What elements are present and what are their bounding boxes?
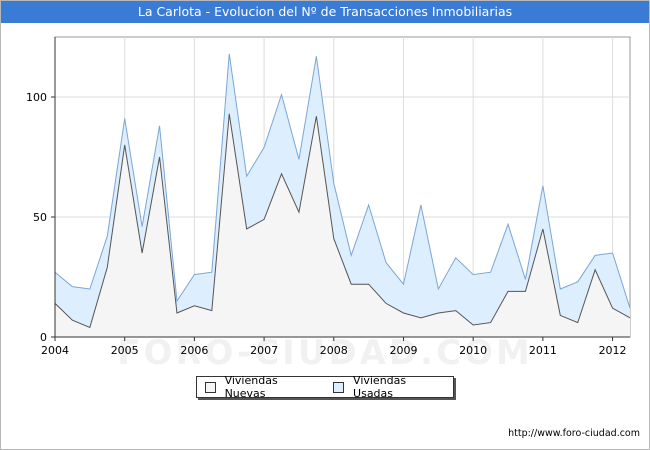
x-tick-label-2004: 2004: [41, 344, 69, 357]
x-tick-label-2005: 2005: [111, 344, 139, 357]
series-area-0: [55, 113, 630, 337]
legend: Viviendas Nuevas Viviendas Usadas: [196, 374, 454, 400]
chart-title: La Carlota - Evolucion del Nº de Transac…: [1, 1, 649, 23]
legend-item-nuevas: Viviendas Nuevas: [205, 374, 317, 400]
axes: [51, 37, 630, 341]
x-tick-label-2006: 2006: [180, 344, 208, 357]
legend-item-usadas: Viviendas Usadas: [333, 374, 445, 400]
x-tick-label-2010: 2010: [459, 344, 487, 357]
y-tick-label-100: 100: [26, 91, 47, 104]
series-line-0: [54, 113, 631, 329]
legend-label-usadas: Viviendas Usadas: [353, 374, 407, 400]
legend-label-nuevas: Viviendas Nuevas: [224, 374, 278, 400]
x-tick-label-2007: 2007: [250, 344, 278, 357]
source-link[interactable]: http://www.foro-ciudad.com: [508, 428, 640, 439]
x-tick-label-2011: 2011: [529, 344, 557, 357]
series-line-1: [54, 53, 631, 309]
legend-swatch-usadas: [333, 381, 345, 393]
tick-labels: 2004 2005 2006 2007 2008 2009 2010 2011 2012 0 50 1…: [26, 91, 627, 357]
x-tick-label-2012: 2012: [599, 344, 627, 357]
x-tick-label-2008: 2008: [320, 344, 348, 357]
y-tick-label-50: 50: [33, 211, 47, 224]
legend-swatch-nuevas: [205, 381, 216, 393]
watermark: FORO-CIUDAD.COM: [117, 333, 533, 373]
series-areas: [54, 53, 631, 338]
x-tick-label-2009: 2009: [389, 344, 417, 357]
y-tick-label-0: 0: [40, 331, 47, 344]
